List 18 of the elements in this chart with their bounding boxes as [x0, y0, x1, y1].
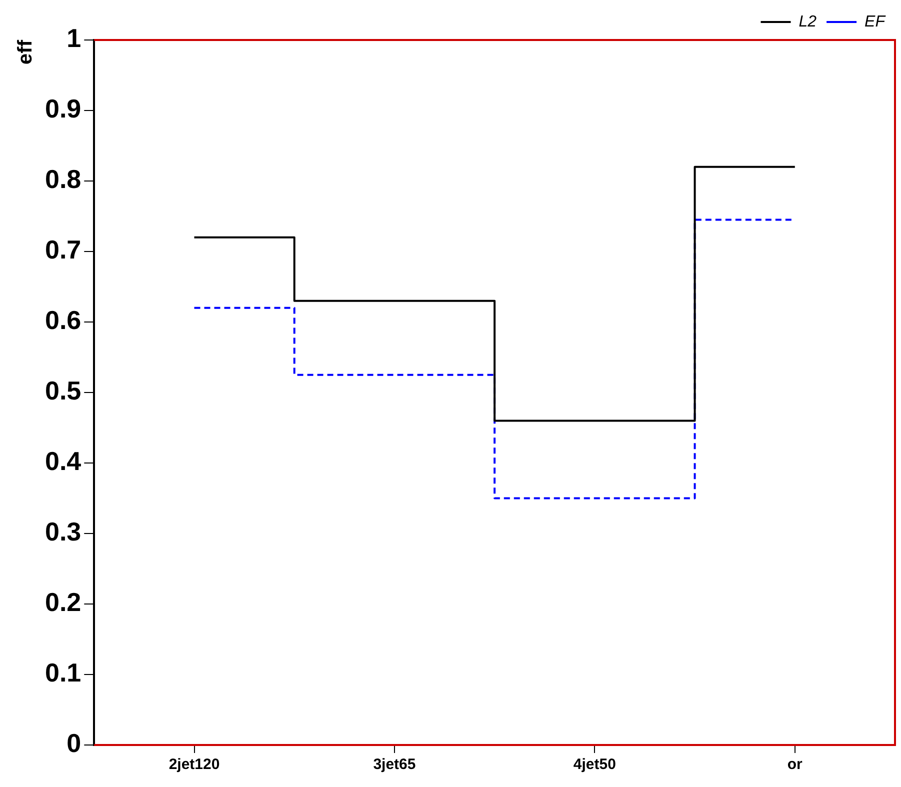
x-tick-label: 3jet65: [373, 756, 416, 774]
y-tick-label: 0.6: [44, 305, 82, 336]
y-tick-label: 0.5: [44, 376, 82, 406]
x-tick-label: 4jet50: [573, 756, 616, 774]
y-tick-label: 0: [66, 728, 82, 758]
x-tick-label: 2jet120: [168, 756, 220, 774]
y-tick-label: 0.8: [44, 164, 82, 194]
y-tick-label: 0.9: [44, 94, 82, 124]
y-tick-label: 1: [66, 23, 82, 54]
x-tick-label: or: [787, 756, 803, 774]
y-tick-label: 0.4: [44, 446, 82, 476]
y-axis-title: eff: [14, 40, 37, 64]
y-tick-label: 0.7: [44, 234, 82, 265]
y-tick-label: 0.3: [44, 516, 82, 547]
y-tick-label: 0.2: [44, 587, 82, 618]
legend-label: L2: [798, 13, 817, 30]
y-tick-label: 0.1: [44, 658, 82, 688]
legend-label: EF: [864, 13, 886, 30]
